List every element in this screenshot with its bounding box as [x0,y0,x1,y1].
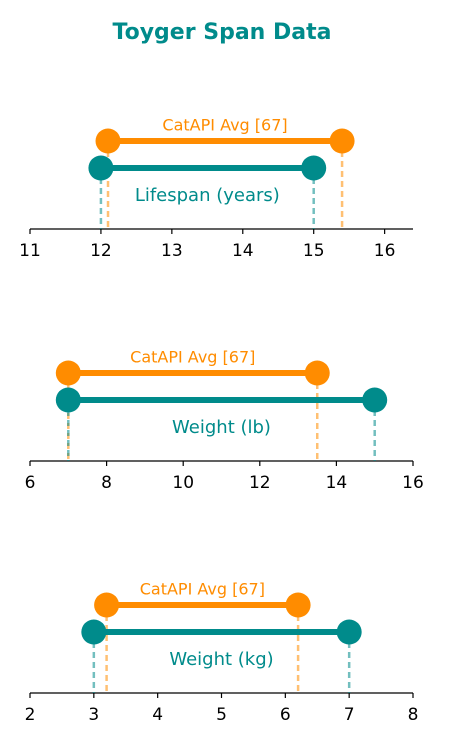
x-tick-label: 13 [161,241,183,261]
range-end [94,592,120,618]
x-tick-label: 6 [280,705,291,725]
x-tick-label: 12 [90,241,112,261]
x-tick-label: 4 [152,705,163,725]
x-tick-label: 14 [326,473,348,493]
range-label: CatAPI Avg [67] [162,116,287,135]
x-tick-label: 8 [101,473,112,493]
x-tick-label: 8 [408,705,419,725]
range-label: Weight (kg) [169,649,273,670]
range-end [55,360,81,386]
x-tick-label: 5 [216,705,227,725]
range-label: Weight (lb) [172,417,271,438]
range-label: CatAPI Avg [67] [140,580,265,599]
range-label: CatAPI Avg [67] [130,348,255,367]
x-tick-label: 2 [25,705,36,725]
range-label: Lifespan (years) [135,185,280,206]
x-tick-label: 16 [402,473,424,493]
x-tick-label: 3 [88,705,99,725]
range-end [285,592,311,618]
x-tick-label: 15 [303,241,325,261]
x-tick-label: 11 [19,241,41,261]
range-end [81,619,107,645]
x-tick-label: 6 [25,473,36,493]
chart-title: Toyger Span Data [113,20,332,45]
range-end [362,387,388,413]
range-end [304,360,330,386]
range-end [95,128,121,154]
range-end [336,619,362,645]
range-end [55,387,81,413]
x-tick-label: 10 [172,473,194,493]
x-tick-label: 7 [344,705,355,725]
range-end [329,128,355,154]
range-end [301,155,327,181]
x-tick-label: 14 [232,241,254,261]
x-tick-label: 16 [374,241,396,261]
range-end [88,155,114,181]
x-tick-label: 12 [249,473,271,493]
